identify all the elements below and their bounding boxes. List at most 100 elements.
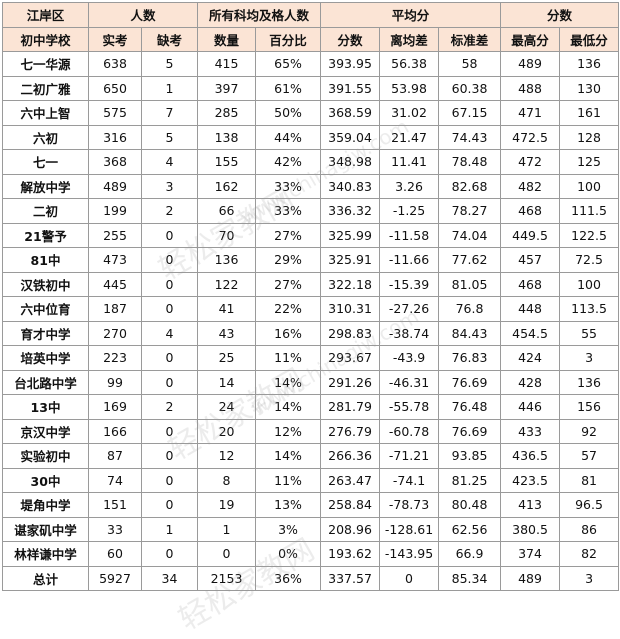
value-cell: 368.59 (320, 100, 381, 126)
school-name-cell: 七一华源 (2, 51, 89, 77)
value-cell: 3 (559, 345, 620, 371)
value-cell: 122.5 (559, 222, 620, 248)
table-row: 二初 199 2 66 33% 336.32 -1.25 78.27 468 111.5 (2, 198, 620, 224)
value-cell: 193.62 (320, 541, 381, 567)
value-cell: 310.31 (320, 296, 381, 322)
value-cell: -143.95 (379, 541, 440, 567)
header-stddev: 标准差 (438, 26, 502, 52)
value-cell: 53.98 (379, 75, 440, 101)
school-name-cell: 育才中学 (2, 320, 89, 346)
value-cell: 340.83 (320, 173, 381, 199)
school-name-cell: 培英中学 (2, 345, 89, 371)
table-row: 京汉中学 166 0 20 12% 276.79 -60.78 76.69 433 92 (2, 418, 620, 444)
table-row: 六中上智 575 7 285 50% 368.59 31.02 67.15 471 161 (2, 100, 620, 126)
value-cell: 482 (500, 173, 561, 199)
school-name-cell: 30中 (2, 467, 89, 493)
value-cell: 270 (88, 320, 142, 346)
header-percent: 百分比 (255, 26, 322, 52)
value-cell: -71.21 (379, 443, 440, 469)
header-deviation: 离均差 (379, 26, 440, 52)
value-cell: 58 (438, 51, 502, 77)
value-cell: 359.04 (320, 124, 381, 150)
value-cell: 21.47 (379, 124, 440, 150)
value-cell: 0 (140, 492, 199, 518)
value-cell: 93.85 (438, 443, 502, 469)
value-cell: -11.66 (379, 247, 440, 273)
value-cell: 322.18 (320, 271, 381, 297)
value-cell: 70 (197, 222, 257, 248)
value-cell: 266.36 (320, 443, 381, 469)
value-cell: 368 (88, 149, 142, 175)
table-row: 六中位育 187 0 41 22% 310.31 -27.26 76.8 448 113.5 (2, 296, 620, 322)
value-cell: 3% (255, 516, 322, 542)
value-cell: 11% (255, 345, 322, 371)
table-row: 汉铁初中 445 0 122 27% 322.18 -15.39 81.05 468 100 (2, 271, 620, 297)
header-max: 最高分 (500, 26, 561, 52)
school-name-cell: 谌家矶中学 (2, 516, 89, 542)
value-cell: 155 (197, 149, 257, 175)
table-row: 台北路中学 99 0 14 14% 291.26 -46.31 76.69 428 136 (2, 369, 620, 395)
table-row: 七一华源 638 5 415 65% 393.95 56.38 58 489 136 (2, 51, 620, 77)
table-row: 育才中学 270 4 43 16% 298.83 -38.74 84.43 454.5 55 (2, 320, 620, 346)
value-cell: 55 (559, 320, 620, 346)
table-row: 七一 368 4 155 42% 348.98 11.41 78.48 472 125 (2, 149, 620, 175)
value-cell: 74 (88, 467, 142, 493)
school-name-cell: 六中上智 (2, 100, 89, 126)
value-cell: 413 (500, 492, 561, 518)
school-name-cell: 81中 (2, 247, 89, 273)
value-cell: 3.26 (379, 173, 440, 199)
value-cell: 468 (500, 198, 561, 224)
value-cell: 162 (197, 173, 257, 199)
value-cell: 285 (197, 100, 257, 126)
value-cell: 457 (500, 247, 561, 273)
value-cell: 67.15 (438, 100, 502, 126)
header-average: 平均分 (320, 2, 502, 28)
value-cell: 82.68 (438, 173, 502, 199)
value-cell: -74.1 (379, 467, 440, 493)
value-cell: 43 (197, 320, 257, 346)
value-cell: 76.69 (438, 418, 502, 444)
value-cell: 14% (255, 394, 322, 420)
value-cell: 29% (255, 247, 322, 273)
score-table: 江岸区 人数 所有科均及格人数 平均分 分数 初中学校 实考 缺考 数量 百分比… (2, 2, 620, 591)
value-cell: 60 (88, 541, 142, 567)
value-cell: 5 (140, 124, 199, 150)
value-cell: 99 (88, 369, 142, 395)
value-cell: 0 (140, 222, 199, 248)
value-cell: 66 (197, 198, 257, 224)
value-cell: 0 (197, 541, 257, 567)
value-cell: 276.79 (320, 418, 381, 444)
value-cell: 0 (140, 541, 199, 567)
value-cell: 166 (88, 418, 142, 444)
value-cell: 56.38 (379, 51, 440, 77)
value-cell: 34 (140, 565, 199, 591)
value-cell: 16% (255, 320, 322, 346)
value-cell: 0 (379, 565, 440, 591)
value-cell: 0 (140, 247, 199, 273)
school-name-cell: 七一 (2, 149, 89, 175)
value-cell: 33% (255, 198, 322, 224)
value-cell: 81.05 (438, 271, 502, 297)
value-cell: 424 (500, 345, 561, 371)
value-cell: 293.67 (320, 345, 381, 371)
value-cell: 391.55 (320, 75, 381, 101)
value-cell: 0 (140, 345, 199, 371)
value-cell: -46.31 (379, 369, 440, 395)
value-cell: 1 (140, 75, 199, 101)
value-cell: 25 (197, 345, 257, 371)
value-cell: 1 (197, 516, 257, 542)
value-cell: 8 (197, 467, 257, 493)
value-cell: 57 (559, 443, 620, 469)
table-row: 30中 74 0 8 11% 263.47 -74.1 81.25 423.5 81 (2, 467, 620, 493)
value-cell: 472 (500, 149, 561, 175)
value-cell: 61% (255, 75, 322, 101)
table-row: 六初 316 5 138 44% 359.04 21.47 74.43 472.5 128 (2, 124, 620, 150)
value-cell: 348.98 (320, 149, 381, 175)
value-cell: 291.26 (320, 369, 381, 395)
value-cell: 433 (500, 418, 561, 444)
value-cell: 471 (500, 100, 561, 126)
value-cell: 14% (255, 443, 322, 469)
value-cell: 428 (500, 369, 561, 395)
value-cell: 445 (88, 271, 142, 297)
value-cell: 130 (559, 75, 620, 101)
